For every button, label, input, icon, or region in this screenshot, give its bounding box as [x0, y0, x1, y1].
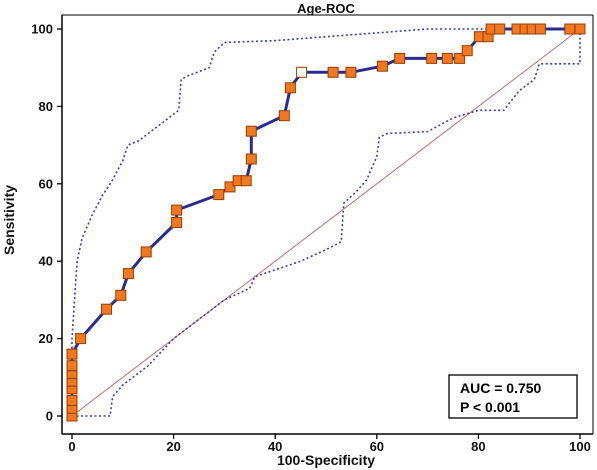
roc-point-marker — [75, 333, 87, 345]
x-axis-title: 100-Specificity — [277, 452, 375, 468]
roc-point-marker — [122, 268, 134, 280]
y-tick-label: 80 — [39, 99, 53, 114]
roc-point-open-marker — [296, 66, 308, 78]
roc-point-marker — [461, 45, 473, 57]
ci-upper-line — [71, 28, 580, 416]
auc-value-label: AUC = 0.750 — [460, 380, 542, 396]
roc-point-marker — [574, 23, 586, 35]
x-tick-label: 0 — [68, 439, 75, 454]
axes — [61, 14, 594, 435]
roc-point-marker — [564, 23, 576, 35]
y-tick-label: 100 — [31, 22, 53, 37]
y-tick-label: 20 — [39, 331, 53, 346]
ci-lower-line — [72, 29, 581, 417]
roc-point-marker — [534, 23, 546, 35]
roc-point-marker — [171, 217, 183, 228]
roc-point-marker — [284, 82, 296, 94]
y-tick-label: 60 — [39, 176, 53, 191]
y-axis-title: Sensitivity — [1, 185, 17, 255]
reference-line — [71, 28, 581, 417]
roc-point-marker — [426, 52, 438, 64]
roc-point-marker — [394, 52, 406, 64]
roc-point-marker — [101, 303, 112, 315]
x-tick-label: 100 — [569, 439, 591, 454]
plot-area — [66, 23, 586, 422]
roc-point-marker — [327, 66, 339, 78]
roc-point-marker — [278, 110, 290, 122]
roc-point-marker — [245, 153, 257, 165]
x-tick-label: 60 — [370, 439, 384, 454]
roc-point-marker — [240, 175, 252, 187]
roc-point-marker — [494, 23, 506, 35]
roc-point-marker — [171, 204, 183, 216]
roc-point-marker — [224, 181, 236, 193]
roc-point-marker — [441, 52, 453, 64]
auc-annotation-box: AUC = 0.750 P < 0.001 — [448, 374, 578, 419]
tick-labels: 0 20 40 60 80 100 0 20 40 60 80 100 — [31, 22, 591, 455]
roc-point-marker — [245, 125, 257, 137]
roc-point-marker — [345, 66, 357, 78]
roc-point-marker — [140, 246, 152, 258]
roc-point-marker — [66, 360, 78, 372]
roc-point-marker — [115, 289, 127, 301]
x-tick-label: 80 — [471, 439, 485, 454]
roc-point-marker — [66, 348, 78, 360]
roc-point-marker — [66, 395, 78, 406]
p-value-label: P < 0.001 — [460, 399, 520, 415]
roc-point-marker — [454, 52, 466, 64]
chart-title: Age-ROC — [297, 1, 355, 16]
roc-point-marker — [376, 60, 388, 72]
x-tick-label: 40 — [268, 439, 282, 454]
y-tick-label: 40 — [39, 254, 53, 269]
x-tick-label: 20 — [166, 439, 180, 454]
roc-point-marker — [213, 189, 225, 201]
auc-box-frame — [448, 374, 578, 419]
y-tick-label: 0 — [46, 409, 53, 424]
